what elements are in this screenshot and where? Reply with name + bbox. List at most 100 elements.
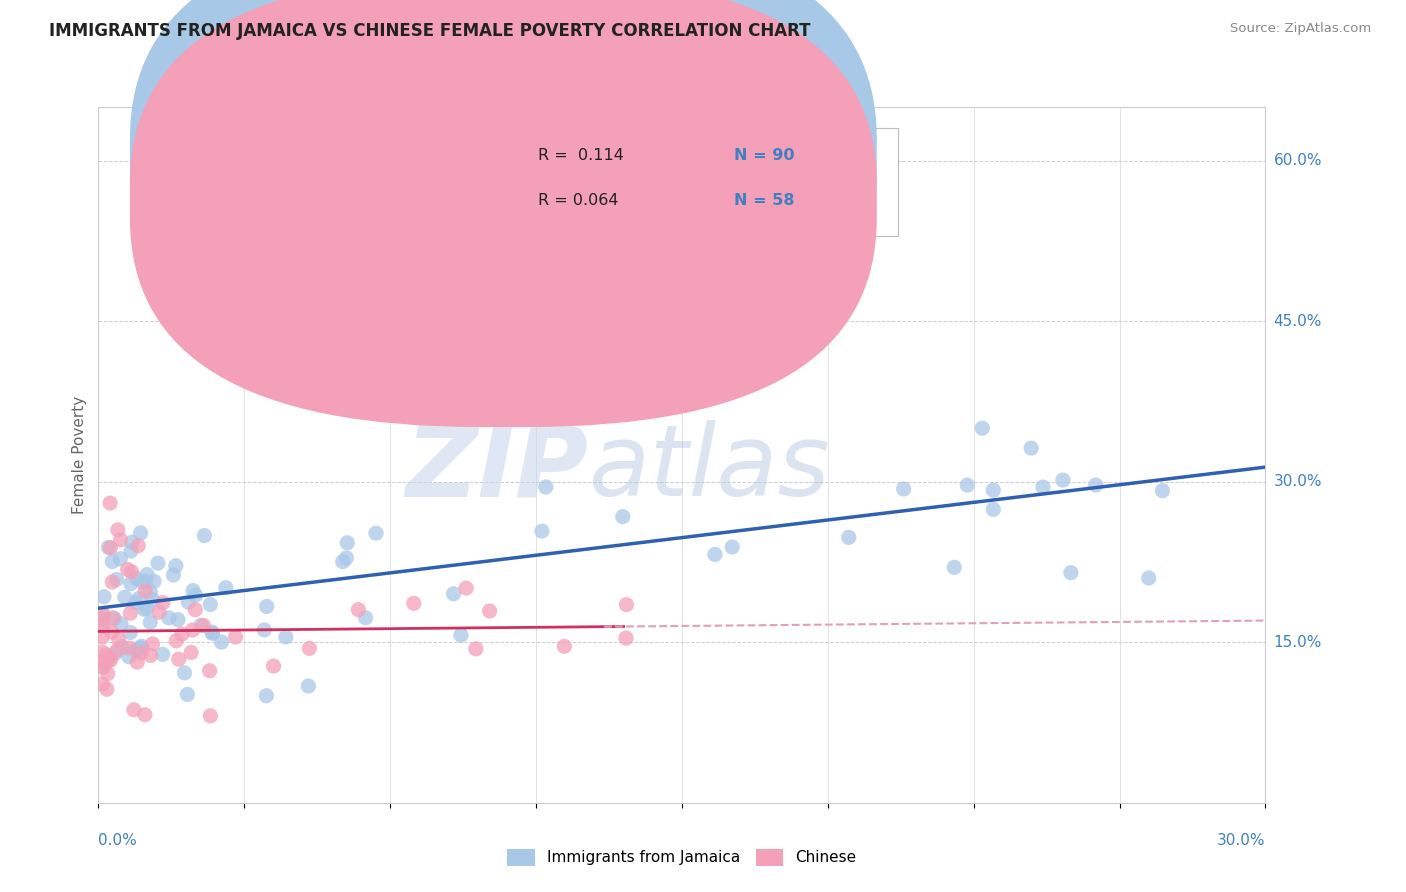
Point [165, 633, 187, 648]
Text: ZIP: ZIP [405, 420, 589, 517]
Point [91, 660, 114, 674]
Point [176, 688, 198, 702]
Point [96, 655, 118, 669]
Point [336, 536, 359, 550]
Point [114, 591, 136, 605]
Point [1060, 566, 1083, 580]
Point [146, 556, 169, 570]
Point [464, 641, 486, 656]
Point [125, 595, 148, 609]
Point [98, 652, 121, 666]
Point [127, 655, 149, 669]
Point [107, 523, 129, 537]
Point [1152, 483, 1174, 498]
Point [120, 606, 142, 620]
Point [225, 630, 247, 644]
Point [127, 641, 149, 656]
Text: atlas: atlas [589, 420, 830, 517]
Point [180, 645, 202, 659]
Point [118, 649, 141, 664]
Point [100, 625, 122, 640]
Point [181, 623, 204, 637]
Point [201, 625, 224, 640]
Point [437, 298, 460, 312]
Point [612, 509, 634, 524]
Point [263, 659, 285, 673]
Point [981, 502, 1004, 516]
Point [121, 535, 143, 549]
Point [162, 568, 184, 582]
Text: 60.0%: 60.0% [1274, 153, 1322, 168]
Point [128, 591, 150, 606]
Point [972, 421, 994, 435]
Point [1019, 441, 1042, 455]
Point [104, 646, 127, 660]
Y-axis label: Female Poverty: Female Poverty [72, 396, 87, 514]
Point [454, 581, 477, 595]
Point [190, 618, 212, 632]
Point [253, 623, 276, 637]
Point [101, 575, 124, 590]
Point [198, 664, 221, 678]
Point [354, 611, 377, 625]
Point [298, 641, 321, 656]
Point [97, 541, 120, 555]
Point [135, 574, 157, 589]
Point [101, 611, 124, 625]
Point [100, 653, 122, 667]
Point [530, 524, 553, 538]
Point [139, 615, 162, 630]
Point [91, 617, 114, 632]
Point [91, 613, 114, 627]
Point [134, 584, 156, 599]
Point [152, 596, 174, 610]
Point [838, 530, 860, 544]
Point [254, 689, 277, 703]
Point [134, 707, 156, 722]
Point [332, 555, 354, 569]
Text: 0.0%: 0.0% [98, 833, 138, 848]
Point [96, 682, 118, 697]
Point [364, 526, 387, 541]
Text: 30.0%: 30.0% [1218, 833, 1265, 848]
Point [142, 592, 165, 607]
Point [105, 643, 128, 657]
Point [139, 648, 162, 663]
Point [110, 616, 132, 631]
Point [152, 648, 174, 662]
FancyBboxPatch shape [129, 0, 877, 382]
Point [117, 562, 139, 576]
Point [173, 665, 195, 680]
Point [256, 599, 278, 614]
Point [200, 709, 222, 723]
Point [141, 637, 163, 651]
Point [131, 639, 153, 653]
Point [91, 619, 114, 633]
Point [93, 590, 115, 604]
Text: R =  0.114: R = 0.114 [538, 148, 624, 163]
FancyBboxPatch shape [465, 128, 898, 235]
Point [956, 478, 979, 492]
Point [131, 575, 153, 590]
Point [93, 660, 115, 674]
Point [103, 612, 125, 626]
Point [721, 540, 744, 554]
Text: N = 58: N = 58 [734, 194, 794, 209]
Point [125, 572, 148, 586]
Point [335, 551, 357, 566]
Point [91, 645, 114, 659]
Point [200, 598, 222, 612]
Point [534, 480, 557, 494]
Point [1137, 571, 1160, 585]
Point [297, 679, 319, 693]
Point [132, 602, 155, 616]
Text: N = 90: N = 90 [734, 148, 794, 163]
Point [129, 646, 152, 660]
Point [1084, 478, 1107, 492]
Point [136, 601, 159, 615]
Point [402, 596, 425, 610]
Point [121, 565, 143, 579]
Point [129, 525, 152, 540]
Point [616, 598, 638, 612]
Point [105, 573, 128, 587]
